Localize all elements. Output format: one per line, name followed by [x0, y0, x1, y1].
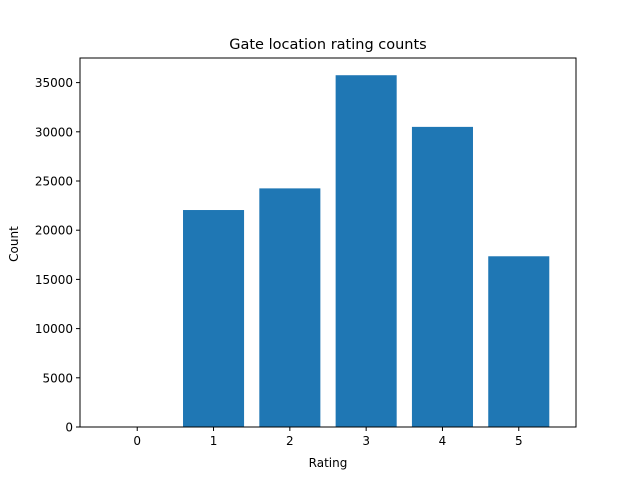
x-tick-label: 1: [210, 434, 218, 448]
y-tick-label: 10000: [35, 322, 73, 336]
y-tick-label: 35000: [35, 76, 73, 90]
bar-1: [183, 210, 245, 427]
chart-title: Gate location rating counts: [229, 37, 427, 53]
plot-area-frame: [79, 57, 577, 428]
y-axis-ticks: 0 5000 10000 15000 20000 25000 30000 35000: [35, 76, 80, 435]
bar-5: [488, 256, 550, 427]
y-tick-label: 5000: [42, 371, 73, 385]
y-tick-label: 20000: [35, 224, 73, 238]
bar-3: [335, 75, 397, 427]
x-axis-ticks: 0 1 2 3 4 5: [133, 427, 523, 448]
bar-2: [259, 188, 321, 427]
x-tick-label: 5: [515, 434, 523, 448]
y-tick-label: 30000: [35, 125, 73, 139]
x-axis-label: Rating: [309, 456, 348, 470]
bar-4: [411, 126, 473, 427]
x-tick-label: 0: [133, 434, 141, 448]
x-tick-label: 2: [286, 434, 294, 448]
bars-group: [183, 75, 550, 427]
x-tick-label: 4: [439, 434, 447, 448]
y-tick-label: 0: [65, 421, 73, 435]
y-tick-label: 15000: [35, 273, 73, 287]
x-tick-label: 3: [362, 434, 370, 448]
y-axis-label: Count: [7, 226, 21, 262]
y-tick-label: 25000: [35, 175, 73, 189]
